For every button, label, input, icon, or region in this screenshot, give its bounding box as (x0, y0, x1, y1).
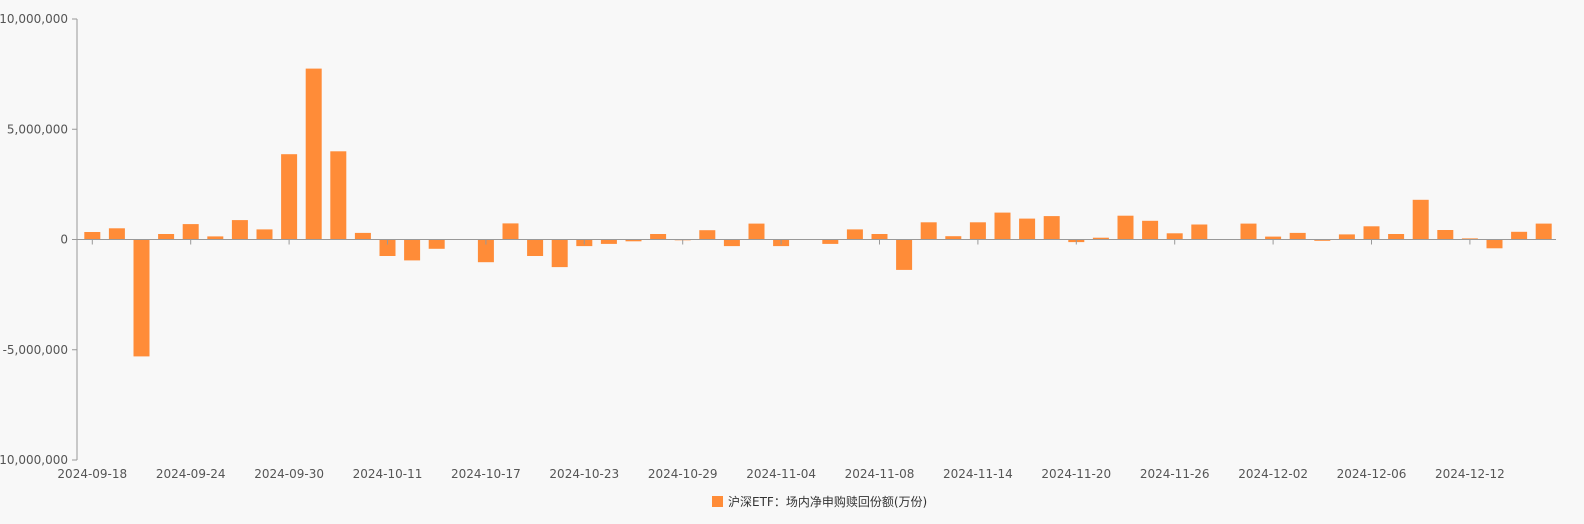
legend[interactable]: 沪深ETF：场内净申购赎回份额(万份) (712, 494, 927, 509)
bar[interactable] (1191, 224, 1208, 240)
bar-group (84, 68, 1552, 357)
bar[interactable] (404, 239, 421, 261)
x-tick-label: 2024-11-08 (845, 467, 915, 481)
bar[interactable] (1314, 239, 1331, 241)
bar[interactable] (822, 239, 839, 244)
bar[interactable] (896, 239, 913, 270)
bar[interactable] (207, 236, 224, 240)
y-tick-label: 0 (60, 233, 68, 247)
bar[interactable] (1166, 233, 1183, 240)
bar[interactable] (256, 229, 273, 240)
bar[interactable] (1142, 220, 1159, 240)
bar[interactable] (994, 212, 1011, 240)
bar[interactable] (1043, 216, 1060, 240)
bar[interactable] (379, 239, 396, 257)
bar[interactable] (1240, 223, 1257, 240)
bar[interactable] (945, 236, 962, 240)
x-tick-label: 2024-12-12 (1435, 467, 1505, 481)
bar[interactable] (650, 234, 667, 240)
y-tick-label: -10,000,000 (0, 453, 68, 467)
x-tick-label: 2024-10-11 (353, 467, 423, 481)
x-axis: 2024-09-18 2024-09-24 2024-09-30 2024-10-11… (57, 239, 1505, 481)
bar[interactable] (1117, 215, 1134, 240)
bar[interactable] (748, 223, 765, 240)
bar[interactable] (231, 220, 248, 240)
bar[interactable] (527, 239, 544, 257)
x-tick-label: 2024-12-02 (1238, 467, 1308, 481)
y-axis: 10,000,000 5,000,000 0 -5,000,000 -10,000,00… (0, 12, 77, 467)
x-tick-label: 2024-11-04 (746, 467, 816, 481)
bar[interactable] (182, 224, 199, 240)
bar[interactable] (699, 230, 716, 240)
x-tick-label: 2024-11-14 (943, 467, 1013, 481)
bar[interactable] (133, 239, 150, 357)
legend-label: 沪深ETF：场内净申购赎回份额(万份) (728, 494, 927, 509)
bar[interactable] (1019, 218, 1036, 240)
x-tick-label: 2024-10-29 (648, 467, 718, 481)
x-tick-label: 2024-10-17 (451, 467, 521, 481)
bar[interactable] (477, 239, 494, 263)
bar[interactable] (1486, 239, 1503, 249)
y-tick-label: 5,000,000 (7, 122, 68, 136)
x-tick-label: 2024-12-06 (1337, 467, 1407, 481)
x-tick-label: 2024-09-18 (57, 467, 127, 481)
bar[interactable] (1437, 230, 1454, 240)
bar[interactable] (846, 229, 863, 240)
bar[interactable] (1265, 236, 1282, 240)
bar[interactable] (1338, 234, 1355, 240)
bar[interactable] (551, 239, 568, 268)
bar[interactable] (1461, 238, 1478, 240)
bar[interactable] (330, 151, 347, 240)
bar[interactable] (281, 154, 298, 240)
legend-swatch (712, 496, 723, 507)
bar[interactable] (625, 239, 642, 242)
x-tick-label: 2024-11-26 (1140, 467, 1210, 481)
bar[interactable] (502, 223, 519, 240)
bar[interactable] (600, 239, 617, 244)
bar[interactable] (920, 222, 937, 240)
bar[interactable] (1363, 226, 1380, 240)
bar[interactable] (1289, 232, 1306, 240)
bar[interactable] (1412, 199, 1429, 240)
bar[interactable] (158, 234, 175, 240)
y-tick-label: 10,000,000 (0, 12, 68, 26)
bar[interactable] (969, 222, 986, 240)
bar[interactable] (1535, 223, 1552, 240)
bar[interactable] (84, 232, 101, 240)
bar[interactable] (354, 232, 371, 240)
bar[interactable] (871, 234, 888, 240)
bar[interactable] (428, 239, 445, 249)
y-tick-label: -5,000,000 (3, 343, 68, 357)
bar[interactable] (1511, 231, 1528, 240)
bar[interactable] (1388, 234, 1405, 240)
x-tick-label: 2024-11-20 (1041, 467, 1111, 481)
bar[interactable] (1092, 237, 1109, 240)
x-tick-label: 2024-10-23 (549, 467, 619, 481)
bar[interactable] (108, 228, 125, 240)
x-tick-label: 2024-09-30 (254, 467, 324, 481)
x-tick-label: 2024-09-24 (156, 467, 226, 481)
bar[interactable] (723, 239, 740, 247)
bar[interactable] (305, 68, 322, 240)
